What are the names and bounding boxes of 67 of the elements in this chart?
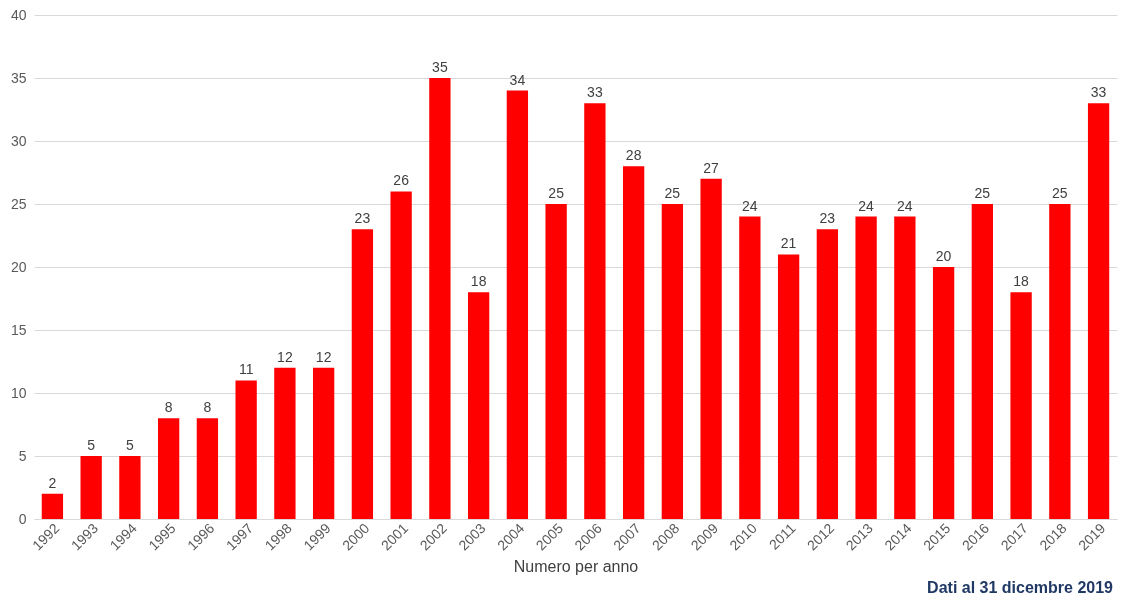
data-label: 25 (548, 185, 565, 201)
bar (855, 216, 877, 519)
y-tick-label: 10 (10, 384, 27, 401)
data-label: 35 (432, 59, 448, 75)
bar (894, 216, 916, 519)
data-label: 12 (277, 348, 293, 365)
data-label: 26 (393, 172, 410, 189)
bar (312, 367, 335, 519)
data-label: 18 (470, 273, 487, 290)
bar (932, 267, 955, 519)
y-tick-label: 40 (10, 6, 27, 23)
y-tick-label: 15 (10, 321, 27, 338)
bar (196, 418, 219, 519)
bar (80, 456, 102, 519)
bar (816, 229, 839, 519)
bar (506, 90, 529, 519)
bar (739, 216, 761, 519)
data-label: 23 (354, 210, 371, 227)
bar (157, 418, 180, 519)
y-tick-label: 0 (18, 510, 27, 527)
y-tick-label: 25 (10, 195, 27, 212)
data-label: 25 (1052, 185, 1068, 201)
data-label: 12 (315, 348, 332, 365)
bar (545, 204, 567, 519)
text: Dati al 31 dicembre 2019 (927, 579, 1113, 597)
bar (700, 178, 722, 519)
data-label: 11 (238, 361, 254, 378)
x-axis-title: Numero per anno (513, 558, 639, 576)
data-label: 28 (625, 147, 642, 164)
bar (661, 204, 684, 519)
bar (777, 254, 800, 519)
bar (467, 292, 490, 519)
data-label: 5 (126, 437, 134, 453)
bar (235, 380, 257, 519)
bar (41, 493, 64, 519)
y-tick-label: 20 (10, 258, 27, 275)
bar (1049, 204, 1071, 519)
data-label: 33 (587, 84, 603, 101)
y-tick-label: 5 (18, 447, 27, 464)
data-label: 8 (203, 399, 212, 416)
data-label: 18 (1013, 273, 1030, 290)
bar (971, 204, 994, 519)
bar (429, 78, 451, 519)
data-label: 24 (897, 197, 913, 214)
bar (274, 367, 296, 519)
data-label: 2 (48, 474, 57, 491)
bar (351, 229, 374, 519)
data-label: 24 (742, 197, 758, 214)
data-label: 20 (935, 248, 952, 264)
data-label: 27 (703, 159, 720, 176)
data-label: 23 (819, 210, 836, 227)
data-label: 25 (974, 185, 991, 201)
bar (584, 103, 606, 519)
bar (622, 166, 645, 519)
data-label: 34 (509, 71, 526, 88)
data-label: 5 (87, 437, 96, 453)
y-tick-label: 35 (10, 69, 27, 86)
data-label: 33 (1090, 84, 1107, 101)
data-label: 24 (858, 197, 875, 214)
bar (1087, 103, 1110, 519)
data-label: 25 (664, 185, 681, 201)
bar (1010, 292, 1032, 519)
data-label: 21 (780, 235, 797, 252)
data-label: 8 (164, 399, 173, 416)
bar (390, 191, 412, 519)
bar (119, 456, 141, 519)
y-tick-label: 30 (10, 132, 27, 149)
